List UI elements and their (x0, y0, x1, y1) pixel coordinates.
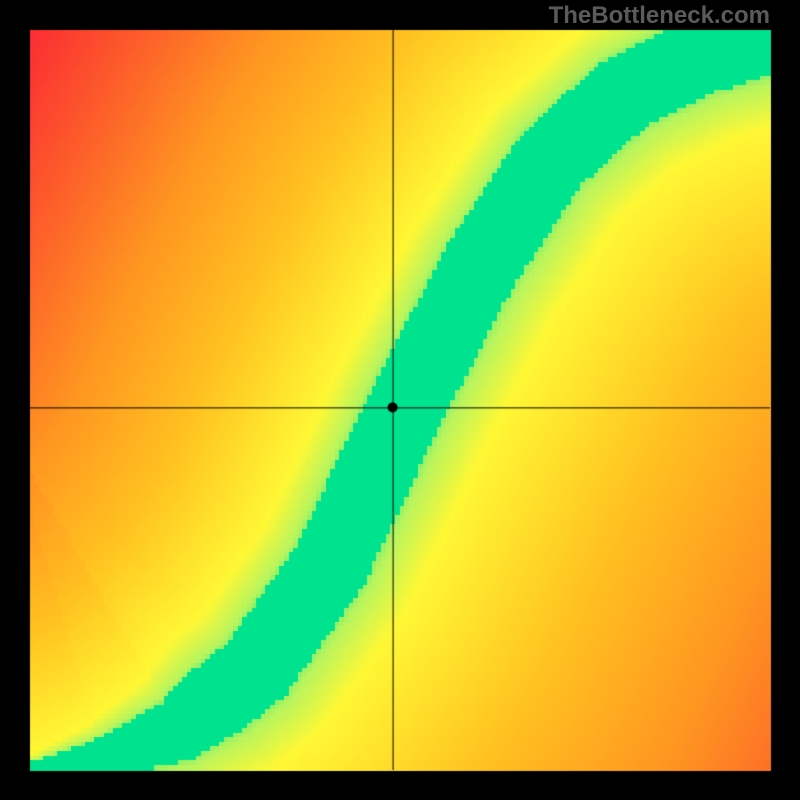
chart-container: TheBottleneck.com (0, 0, 800, 800)
watermark-label: TheBottleneck.com (549, 2, 770, 30)
bottleneck-heatmap (0, 0, 800, 800)
